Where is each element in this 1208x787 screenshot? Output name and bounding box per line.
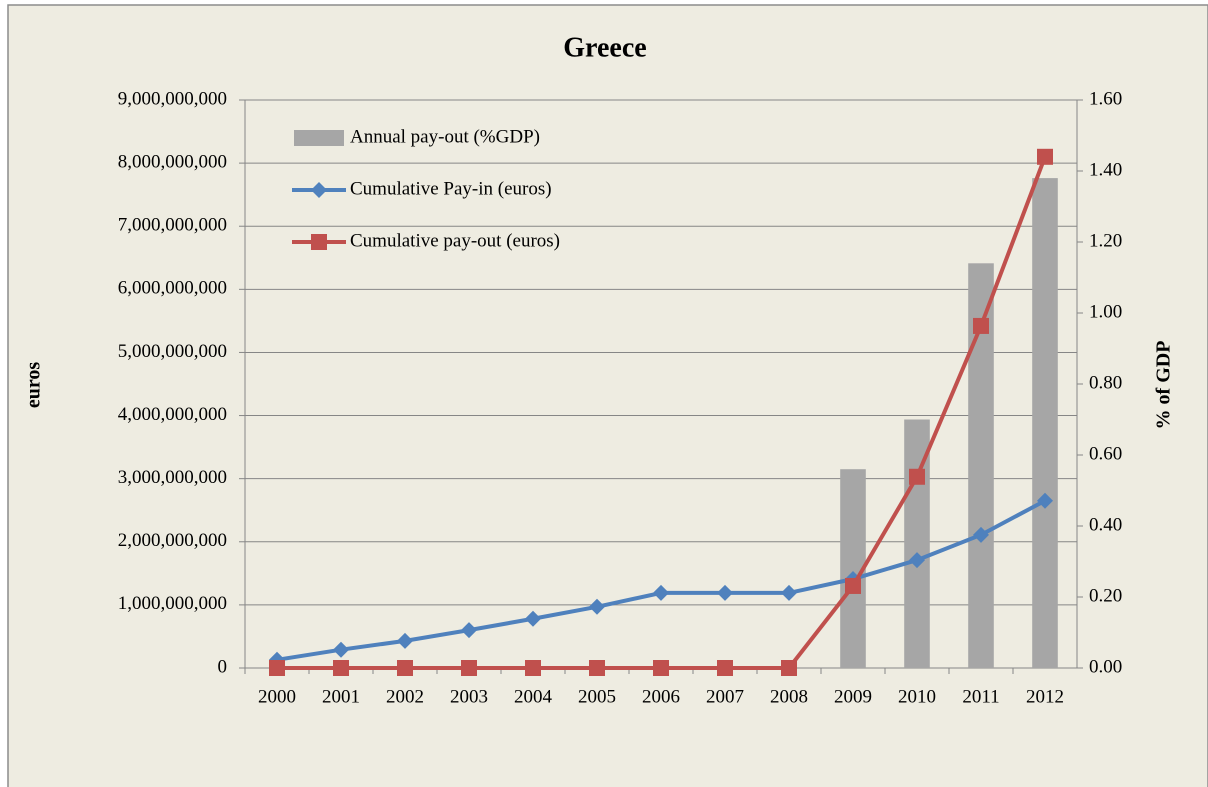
x-tick-label: 2009 <box>834 686 872 707</box>
point <box>717 660 733 676</box>
y2-tick-label: 1.40 <box>1089 159 1122 180</box>
x-tick-label: 2000 <box>258 686 296 707</box>
x-tick-label: 2011 <box>962 686 999 707</box>
point <box>333 660 349 676</box>
point <box>1037 492 1053 509</box>
point <box>781 660 797 676</box>
point <box>909 552 925 569</box>
y-tick-label: 3,000,000,000 <box>118 467 227 488</box>
y-tick-label: 8,000,000,000 <box>118 151 227 172</box>
y-tick-label: 5,000,000,000 <box>118 341 227 362</box>
x-tick-label: 2006 <box>642 686 680 707</box>
point <box>525 610 541 627</box>
y-tick-label: 0 <box>218 656 228 677</box>
y-tick-label: 2,000,000,000 <box>118 530 227 551</box>
legend-label: Cumulative Pay-in (euros) <box>350 178 552 199</box>
point <box>1037 148 1053 165</box>
legend-swatch <box>294 130 344 146</box>
chart-background <box>7 4 1208 787</box>
point <box>397 632 413 649</box>
y-tick-label: 9,000,000,000 <box>118 88 227 109</box>
point <box>589 598 605 615</box>
point <box>973 526 989 543</box>
x-tick-label: 2002 <box>386 686 424 707</box>
point <box>653 584 669 601</box>
x-tick-label: 2003 <box>450 686 488 707</box>
x-tick-label: 2004 <box>514 686 553 707</box>
y2-tick-label: 0.00 <box>1089 656 1122 677</box>
y2-tick-label: 0.20 <box>1089 585 1122 606</box>
y2-tick-label: 1.60 <box>1089 88 1122 109</box>
legend-marker <box>311 182 327 198</box>
point <box>845 577 861 594</box>
point <box>653 660 669 676</box>
point <box>781 584 797 601</box>
y2-tick-label: 1.00 <box>1089 301 1122 322</box>
chart-title: Greece <box>563 32 646 63</box>
point <box>973 317 989 334</box>
x-tick-label: 2005 <box>578 686 616 707</box>
y-tick-label: 7,000,000,000 <box>118 215 227 236</box>
point <box>333 641 349 658</box>
y2-tick-label: 0.60 <box>1089 443 1122 464</box>
y2-tick-label: 1.20 <box>1089 230 1122 251</box>
y2-tick-label: 0.80 <box>1089 372 1122 393</box>
legend-label: Annual pay-out (%GDP) <box>350 126 540 147</box>
x-tick-label: 2012 <box>1026 686 1064 707</box>
point <box>397 660 413 676</box>
y-tick-label: 4,000,000,000 <box>118 404 227 425</box>
x-tick-label: 2001 <box>322 686 360 707</box>
point <box>909 468 925 485</box>
point <box>717 584 733 601</box>
point <box>589 660 605 676</box>
point <box>525 660 541 676</box>
x-tick-label: 2010 <box>898 686 936 707</box>
y-tick-label: 1,000,000,000 <box>118 593 227 614</box>
y-tick-label: 6,000,000,000 <box>118 278 227 299</box>
y2-tick-label: 0.40 <box>1089 514 1122 535</box>
legend-marker <box>311 234 327 250</box>
bar <box>1032 178 1058 668</box>
y-axis-title: euros <box>23 362 45 409</box>
y2-axis-title: % of GDP <box>1153 341 1175 430</box>
legend-label: Cumulative pay-out (euros) <box>350 230 560 251</box>
point <box>461 622 477 639</box>
x-tick-label: 2008 <box>770 686 808 707</box>
x-tick-label: 2007 <box>706 686 744 707</box>
point <box>269 660 285 676</box>
point <box>461 660 477 676</box>
